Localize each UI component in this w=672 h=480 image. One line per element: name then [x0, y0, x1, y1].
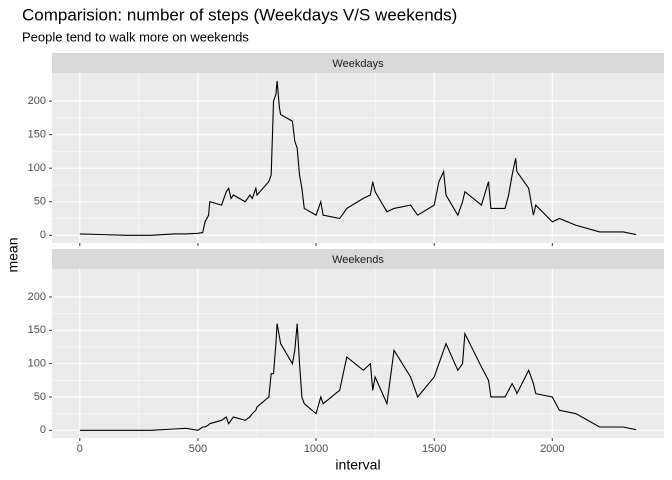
y-tick-label: 150 [28, 129, 46, 141]
x-tick-label: 0 [77, 443, 83, 455]
x-tick-label: 1500 [422, 443, 446, 455]
strip [52, 53, 664, 73]
y-tick-label: 0 [40, 229, 46, 241]
chart-subtitle: People tend to walk more on weekends [22, 29, 249, 44]
chart-title: Comparision: number of steps (Weekdays V… [22, 5, 457, 24]
y-tick-label: 150 [28, 324, 46, 336]
x-tick-label: 1000 [304, 443, 328, 455]
y-axis-label: mean [5, 237, 21, 272]
y-tick-label: 50 [34, 391, 46, 403]
y-tick-label: 100 [28, 358, 46, 370]
strip-label: Weekends [332, 254, 384, 266]
panel [52, 73, 664, 243]
strip [52, 249, 664, 269]
y-tick-label: 200 [28, 95, 46, 107]
x-tick-label: 500 [189, 443, 207, 455]
strip-label: Weekdays [332, 58, 384, 70]
x-tick-label: 2000 [540, 443, 564, 455]
y-tick-label: 200 [28, 291, 46, 303]
line [79, 323, 637, 431]
x-axis-label: interval [335, 457, 380, 473]
y-tick-label: 100 [28, 162, 46, 174]
y-tick-label: 50 [34, 196, 46, 208]
line [79, 80, 637, 236]
y-tick-label: 0 [40, 424, 46, 436]
